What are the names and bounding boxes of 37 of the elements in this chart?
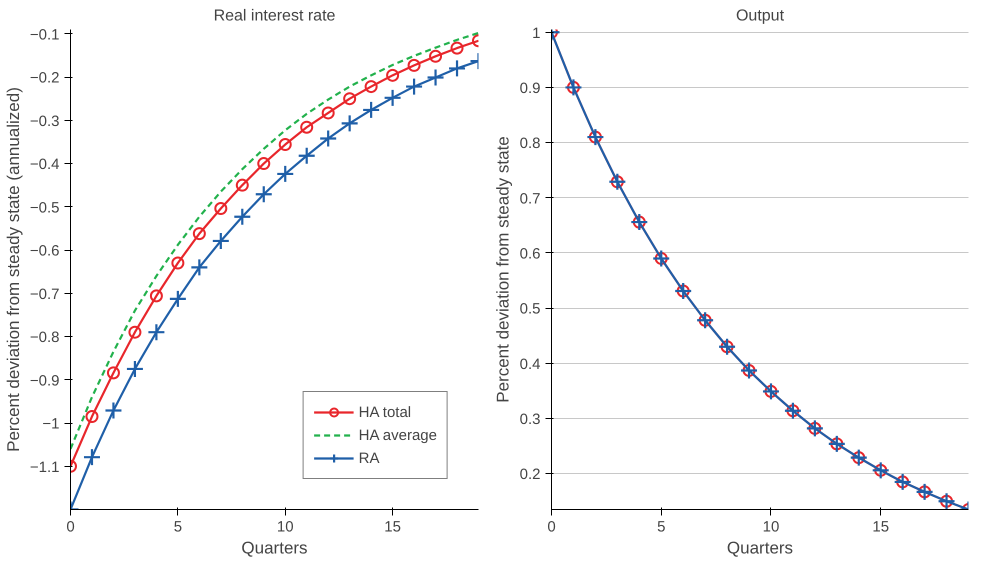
x-tick-label: 10 <box>276 518 294 536</box>
y-tick-label: −0.8 <box>30 329 60 346</box>
y-tick-label: 0.4 <box>520 356 541 373</box>
x-axis-title: Quarters <box>726 538 794 558</box>
x-tick-label: 0 <box>547 518 556 536</box>
y-tick-label: 0.9 <box>520 80 541 97</box>
x-tick-label: 15 <box>872 518 890 536</box>
y-tick-label: −0.5 <box>30 199 60 216</box>
y-axis-title: Percent deviation from steady state <box>494 136 513 403</box>
legend-label: HA average <box>358 426 437 444</box>
y-tick-label: 1 <box>532 24 540 42</box>
y-tick-label: −0.4 <box>30 156 60 174</box>
y-tick-label: −0.9 <box>30 372 60 390</box>
y-axis-title: Percent deviation from steady state (annualized) <box>4 87 23 452</box>
y-tick-label: 0.6 <box>520 245 541 262</box>
x-axis-title: Quarters <box>241 538 308 558</box>
legend-label: RA <box>358 450 380 466</box>
chart-title: Output <box>736 8 785 24</box>
y-tick-label: 0.7 <box>520 190 541 208</box>
y-tick-label: 0.3 <box>520 410 541 428</box>
x-tick-label: 5 <box>657 518 666 536</box>
y-tick-label: −0.1 <box>30 26 60 44</box>
x-tick-label: 10 <box>762 518 780 536</box>
y-tick-label: 0.2 <box>520 466 541 484</box>
y-tick-label: −0.7 <box>30 286 60 303</box>
x-tick-label: 5 <box>174 518 182 536</box>
chart-title: Real interest rate <box>214 8 336 24</box>
y-tick-label: −1.1 <box>30 458 60 476</box>
x-tick-label: 0 <box>66 518 75 536</box>
y-tick-label: 0.5 <box>520 300 541 318</box>
y-tick-label: 0.8 <box>520 135 541 152</box>
x-tick-label: 15 <box>384 518 401 536</box>
y-tick-label: −1 <box>42 416 60 433</box>
y-tick-label: −0.2 <box>30 70 60 87</box>
y-tick-label: −0.3 <box>30 112 60 130</box>
legend-label: HA total <box>358 404 412 420</box>
y-tick-label: −0.6 <box>30 242 60 260</box>
